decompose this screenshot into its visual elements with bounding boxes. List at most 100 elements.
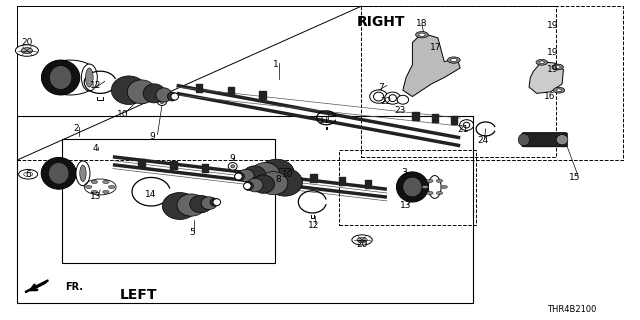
- Ellipse shape: [244, 182, 251, 189]
- Text: 24: 24: [477, 136, 488, 146]
- Ellipse shape: [76, 161, 90, 186]
- Text: 13: 13: [90, 192, 102, 201]
- Ellipse shape: [370, 90, 388, 103]
- Ellipse shape: [49, 163, 69, 184]
- Circle shape: [436, 179, 443, 182]
- Ellipse shape: [385, 92, 401, 104]
- Circle shape: [540, 61, 544, 64]
- Ellipse shape: [259, 172, 288, 195]
- Circle shape: [24, 172, 33, 177]
- Text: 1: 1: [273, 60, 278, 69]
- Ellipse shape: [247, 178, 263, 192]
- Ellipse shape: [235, 173, 243, 180]
- Bar: [339, 150, 476, 225]
- Circle shape: [427, 179, 433, 182]
- Polygon shape: [529, 62, 563, 93]
- Text: 16: 16: [543, 92, 555, 101]
- Ellipse shape: [268, 168, 303, 196]
- Text: LEFT: LEFT: [120, 288, 157, 302]
- Circle shape: [102, 180, 109, 184]
- Ellipse shape: [231, 165, 235, 168]
- Ellipse shape: [259, 159, 294, 186]
- Ellipse shape: [210, 198, 220, 206]
- Ellipse shape: [163, 193, 197, 220]
- Ellipse shape: [80, 165, 86, 181]
- Ellipse shape: [201, 197, 217, 210]
- Ellipse shape: [81, 64, 97, 91]
- Circle shape: [357, 237, 367, 243]
- Circle shape: [447, 57, 460, 63]
- Ellipse shape: [111, 76, 147, 105]
- Circle shape: [536, 60, 547, 65]
- Circle shape: [553, 87, 564, 93]
- Ellipse shape: [171, 93, 179, 100]
- Text: 21: 21: [458, 125, 469, 134]
- Circle shape: [352, 235, 372, 245]
- Text: 19: 19: [547, 48, 558, 57]
- FancyBboxPatch shape: [522, 133, 567, 147]
- Ellipse shape: [86, 68, 93, 87]
- Ellipse shape: [189, 196, 212, 213]
- Text: 17: 17: [430, 43, 442, 52]
- Ellipse shape: [238, 169, 254, 182]
- Text: 4: 4: [93, 144, 99, 153]
- Ellipse shape: [243, 166, 266, 183]
- Text: 7: 7: [378, 83, 384, 92]
- Ellipse shape: [396, 172, 428, 202]
- Text: FR.: FR.: [65, 282, 83, 292]
- Ellipse shape: [127, 80, 156, 104]
- Ellipse shape: [428, 176, 441, 198]
- Circle shape: [555, 66, 560, 68]
- Text: 13: 13: [400, 202, 412, 211]
- Text: 12: 12: [308, 220, 319, 229]
- Ellipse shape: [518, 134, 530, 146]
- Ellipse shape: [156, 88, 172, 102]
- Ellipse shape: [374, 92, 384, 101]
- Text: 22: 22: [380, 97, 391, 106]
- Ellipse shape: [213, 199, 221, 206]
- Ellipse shape: [160, 100, 164, 104]
- Ellipse shape: [252, 175, 275, 193]
- Text: 6: 6: [25, 170, 31, 179]
- Ellipse shape: [168, 92, 177, 101]
- Text: 10: 10: [116, 109, 128, 118]
- Polygon shape: [403, 33, 460, 97]
- Circle shape: [15, 45, 38, 56]
- Text: 20: 20: [21, 38, 33, 47]
- Circle shape: [86, 185, 92, 188]
- Circle shape: [419, 33, 425, 36]
- Ellipse shape: [157, 99, 166, 105]
- Ellipse shape: [41, 157, 76, 189]
- Text: 2: 2: [74, 124, 79, 133]
- Ellipse shape: [228, 163, 237, 170]
- Circle shape: [552, 64, 563, 70]
- Circle shape: [19, 170, 38, 179]
- Text: 19: 19: [547, 65, 558, 74]
- Circle shape: [21, 48, 33, 53]
- Circle shape: [427, 191, 433, 195]
- Polygon shape: [26, 280, 48, 292]
- Text: 23: 23: [394, 106, 405, 115]
- Text: 10: 10: [282, 170, 294, 179]
- Ellipse shape: [251, 163, 280, 185]
- Text: 11: 11: [319, 116, 331, 125]
- Text: 3: 3: [401, 168, 407, 177]
- Text: 20: 20: [356, 240, 368, 249]
- Ellipse shape: [397, 95, 408, 104]
- Circle shape: [422, 185, 428, 188]
- Circle shape: [451, 59, 457, 62]
- Text: 18: 18: [416, 19, 428, 28]
- Text: THR4B2100: THR4B2100: [547, 305, 596, 314]
- Ellipse shape: [42, 60, 80, 95]
- Circle shape: [436, 191, 443, 195]
- Ellipse shape: [177, 194, 205, 216]
- Ellipse shape: [403, 177, 422, 197]
- Bar: [17, 116, 473, 303]
- Bar: [62, 140, 275, 263]
- Ellipse shape: [556, 135, 568, 145]
- Ellipse shape: [235, 172, 244, 180]
- Ellipse shape: [244, 181, 253, 190]
- Circle shape: [92, 180, 98, 184]
- Circle shape: [108, 185, 115, 188]
- Ellipse shape: [49, 66, 72, 89]
